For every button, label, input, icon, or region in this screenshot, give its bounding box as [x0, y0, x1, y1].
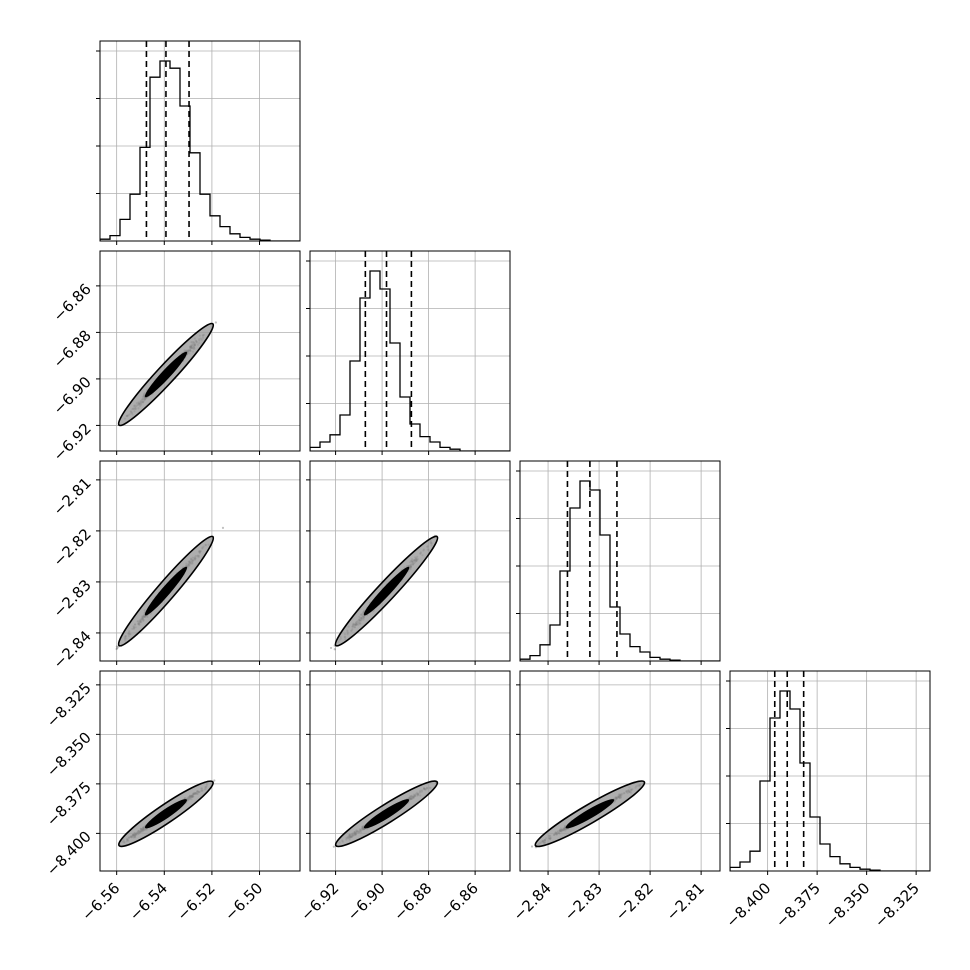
panel-2-0: −2.84 −2.83 −2.82 −2.81: [50, 460, 301, 672]
panel-frame: [309, 670, 511, 872]
density-contour: [117, 780, 214, 848]
panel-frame: [309, 460, 511, 662]
scatter-point: [221, 526, 225, 529]
density-core: [144, 799, 187, 829]
density-contour: [334, 780, 439, 848]
x-tick-label: −8.350: [821, 879, 873, 931]
density-core: [144, 351, 188, 398]
x-tick-label: −6.92: [297, 879, 342, 924]
panel-frame: [99, 460, 301, 662]
y-tick-label: −2.83: [50, 576, 95, 621]
y-tick-label: −8.350: [43, 728, 95, 780]
scatter-point: [213, 779, 216, 782]
histogram: [520, 480, 720, 661]
y-tick-label: −2.84: [50, 627, 95, 672]
panel-2-1: [306, 460, 511, 665]
histogram: [730, 690, 930, 871]
panel-frame: [99, 40, 301, 242]
y-tick-label: −6.90: [50, 373, 95, 418]
scatter-point: [115, 647, 118, 651]
panel-1-1: [306, 250, 511, 455]
x-tick-label: −6.86: [437, 879, 482, 924]
x-tick-label: −6.52: [174, 879, 219, 924]
scatter-point: [214, 321, 217, 324]
y-tick-label: −2.82: [50, 525, 95, 570]
x-tick-label: −8.375: [772, 879, 824, 931]
density-core: [363, 566, 410, 616]
panel-frame: [309, 250, 511, 452]
x-tick-label: −6.56: [78, 879, 123, 924]
panel-2-2: [516, 460, 721, 665]
density-contour: [334, 535, 439, 647]
y-tick-label: −2.81: [50, 474, 95, 519]
x-tick-label: −2.82: [612, 879, 657, 924]
y-tick-label: −8.400: [43, 827, 95, 879]
panel-frame: [519, 460, 721, 662]
density-contour: [117, 322, 215, 427]
panel-1-0: −6.92−6.90−6.88−6.86: [50, 250, 301, 465]
density-contour: [534, 780, 646, 848]
panel-frame: [99, 670, 301, 872]
y-tick-label: −6.86: [50, 280, 95, 325]
density-contour: [117, 535, 215, 647]
density-core: [144, 566, 188, 616]
x-tick-label: −6.88: [390, 879, 435, 924]
y-tick-label: −8.375: [43, 778, 95, 830]
panel-frame: [99, 250, 301, 452]
panel-3-2: −2.84 −2.83 −2.82 −2.81: [510, 670, 721, 924]
y-tick-label: −6.92: [50, 420, 95, 465]
scatter-point: [530, 845, 534, 848]
panel-3-1: −6.92 −6.90 −6.88 −6.86: [297, 670, 511, 924]
x-tick-label: −2.84: [510, 879, 555, 924]
x-tick-label: −2.83: [561, 879, 606, 924]
scatter-point: [333, 648, 336, 651]
density-core: [565, 799, 615, 829]
histogram: [310, 270, 510, 451]
x-tick-label: −8.400: [722, 879, 774, 931]
scatter-point: [115, 645, 118, 648]
panel-3-3: −8.400−8.375−8.350−8.325: [722, 670, 931, 931]
scatter-point: [332, 845, 335, 848]
panel-frame: [519, 670, 721, 872]
scatter-point: [116, 646, 119, 650]
x-tick-label: −6.50: [221, 879, 266, 924]
histogram: [100, 60, 300, 241]
x-tick-label: −2.81: [663, 879, 708, 924]
panel-0-0: [96, 40, 301, 245]
x-tick-label: −6.90: [344, 879, 389, 924]
x-tick-label: −8.325: [871, 879, 923, 931]
panel-frame: [729, 670, 931, 872]
y-tick-label: −6.88: [50, 326, 95, 371]
x-tick-label: −6.54: [126, 879, 171, 924]
scatter-point: [329, 646, 333, 650]
y-tick-label: −8.325: [43, 679, 95, 731]
density-core: [363, 799, 410, 829]
panel-3-0: −6.56 −6.54 −6.52 −6.50 −8.400−8.375−8.350−8…: [43, 670, 301, 924]
